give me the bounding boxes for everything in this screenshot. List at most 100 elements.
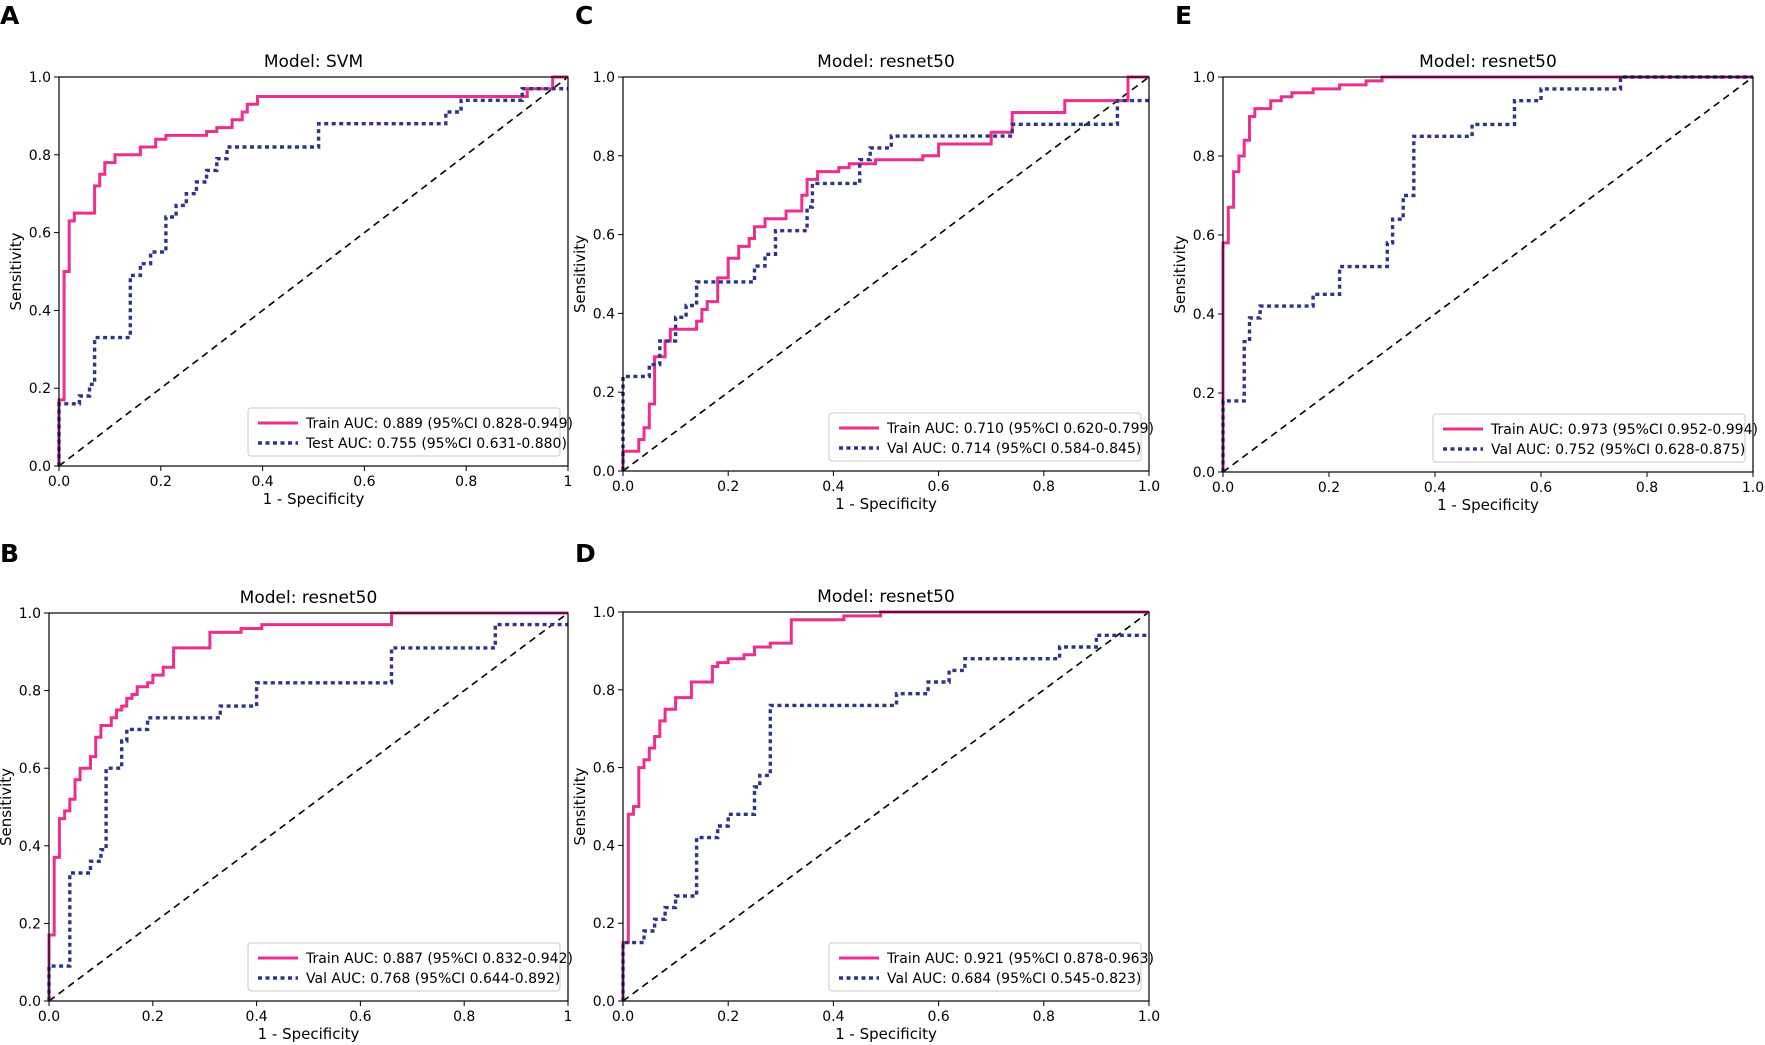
legend-box [247,942,561,992]
y-tick-label: 0.6 [593,228,615,244]
y-tick-label: 1.0 [29,70,51,86]
x-tick-label: 0.0 [48,474,70,490]
chart-title: Model: resnet50 [817,587,955,607]
x-tick-label: 0.8 [453,1009,475,1025]
chance-diagonal [58,76,569,467]
y-tick-label: 0.6 [19,761,41,777]
x-tick-label: 0.8 [1636,480,1658,496]
chart-title: Model: SVM [264,52,363,72]
roc-curve-train [47,611,568,1001]
x-tick-label: 0.0 [612,1009,634,1025]
legend: Train AUC: 0.710 (95%CI 0.620-0.799) Val … [828,412,1154,462]
roc-panel-d: D Model: resnet50 0.00.0 0.2 0.2 0.4 0.4 0.6 0.6… [571,539,1160,1043]
x-tick-label: 0.6 [927,1009,949,1025]
chance-diagonal [622,76,1150,472]
x-axis-label: 1 - Specificity [1437,496,1539,514]
legend: Train AUC: 0.921 (95%CI 0.878-0.963) Val … [828,942,1154,992]
y-axis-label: Sensitivity [0,768,15,846]
y-tick-label: 0.6 [593,761,615,777]
y-tick-label: 0.4 [1193,307,1215,323]
legend-entry: Val AUC: 0.714 (95%CI 0.584-0.845) [887,441,1141,457]
x-tick-label: 0.6 [927,479,949,495]
roc-curve-train [57,75,568,466]
chance-diagonal [48,612,569,1002]
chance-diagonal [622,611,1150,1002]
x-tick-label: 0.4 [251,474,273,490]
y-tick-label: 0.2 [1193,386,1215,402]
y-tick-label: 0.6 [29,226,51,242]
y-tick-label: 0.6 [1193,228,1215,244]
x-tick-label: 0.0 [1212,480,1234,496]
legend-box [828,412,1142,462]
x-tick-label: 1.0 [1138,479,1160,495]
y-tick-label: 1.0 [19,606,41,622]
y-tick-label: 0.0 [19,994,41,1010]
legend-entry: Val AUC: 0.752 (95%CI 0.628-0.875) [1491,442,1745,458]
y-axis-label: Sensitivity [1171,235,1189,313]
y-tick-label: 1.0 [1193,70,1215,86]
legend-entry: Train AUC: 0.973 (95%CI 0.952-0.994) [1490,422,1758,438]
y-tick-label: 0.8 [29,148,51,164]
x-tick-label: 0.6 [353,474,375,490]
x-tick-label: 0.2 [1318,480,1340,496]
x-tick-label: 0.4 [245,1009,267,1025]
legend-entry: Train AUC: 0.921 (95%CI 0.878-0.963) [886,951,1154,967]
legend: Train AUC: 0.973 (95%CI 0.952-0.994) Val … [1432,413,1758,463]
roc-panel-b: B Model: resnet50 0.00.0 0.2 0.2 0.4 0.4 0.6 0.6… [0,539,573,1043]
y-tick-label: 0.2 [593,916,615,932]
legend-entry: Train AUC: 0.710 (95%CI 0.620-0.799) [886,421,1154,437]
y-axis-label: Sensitivity [571,235,589,313]
y-tick-label: 0.8 [1193,149,1215,165]
roc-curve-validation [621,98,1149,471]
x-tick-label: 1.0 [1138,1009,1160,1025]
chart-title: Model: resnet50 [240,588,378,608]
roc-panel-c: C Model: resnet50 0.00.0 0.2 0.2 0.4 0.4 0.6 0.6… [571,1,1160,513]
chart-title: Model: resnet50 [1419,52,1557,72]
x-tick-label: 0.8 [455,474,477,490]
y-tick-label: 0.4 [29,303,51,319]
x-tick-label: 0.6 [1530,480,1552,496]
roc-curve-train [621,75,1149,471]
x-tick-label: 0.8 [1033,479,1055,495]
y-axis-label: Sensitivity [7,232,25,310]
axes-frame [48,612,569,1002]
roc-curve-validation [47,622,568,1001]
y-tick-label: 0.4 [593,306,615,322]
panel-letter: C [575,1,593,30]
y-tick-label: 0.2 [29,381,51,397]
y-tick-label: 0.0 [1193,465,1215,481]
y-tick-label: 1.0 [593,605,615,621]
legend-entry: Train AUC: 0.889 (95%CI 0.828-0.949) [305,416,573,432]
y-tick-label: 0.4 [19,839,41,855]
x-tick-label: 0.4 [1424,480,1446,496]
roc-panel-a: A Model: SVM 0.00.0 0.2 0.2 0.4 0.4 0.6 0.6 0.8 0.… [0,1,573,508]
y-tick-label: 0.2 [19,916,41,932]
panel-letter: D [575,539,596,568]
legend-box [1432,413,1746,463]
roc-curve-validation [57,86,568,466]
x-tick-label: 0.2 [717,1009,739,1025]
legend-entry: Train AUC: 0.887 (95%CI 0.832-0.942) [305,951,573,967]
x-tick-label: 0.0 [38,1009,60,1025]
roc-curve-train [1221,75,1753,472]
x-tick-label: 0.6 [349,1009,371,1025]
panel-letter: E [1175,1,1192,30]
y-tick-label: 0.2 [593,385,615,401]
roc-curve-validation [1221,75,1753,472]
x-tick-label: 0.4 [822,1009,844,1025]
roc-curve-train [621,610,1149,1001]
legend-entry: Val AUC: 0.768 (95%CI 0.644-0.892) [306,971,560,987]
chance-diagonal [1222,76,1754,473]
legend-box [828,942,1142,992]
x-axis-label: 1 - Specificity [835,495,937,513]
panel-letter: A [0,1,20,30]
x-axis-label: 1 - Specificity [258,1025,360,1043]
y-tick-label: 0.0 [29,459,51,475]
x-tick-label: 0.2 [150,474,172,490]
x-tick-label: 0.8 [1033,1009,1055,1025]
x-tick-label: 1 [564,1009,573,1025]
legend: Train AUC: 0.887 (95%CI 0.832-0.942) Val … [247,942,573,992]
y-tick-label: 0.8 [593,683,615,699]
x-tick-label: 0.4 [822,479,844,495]
